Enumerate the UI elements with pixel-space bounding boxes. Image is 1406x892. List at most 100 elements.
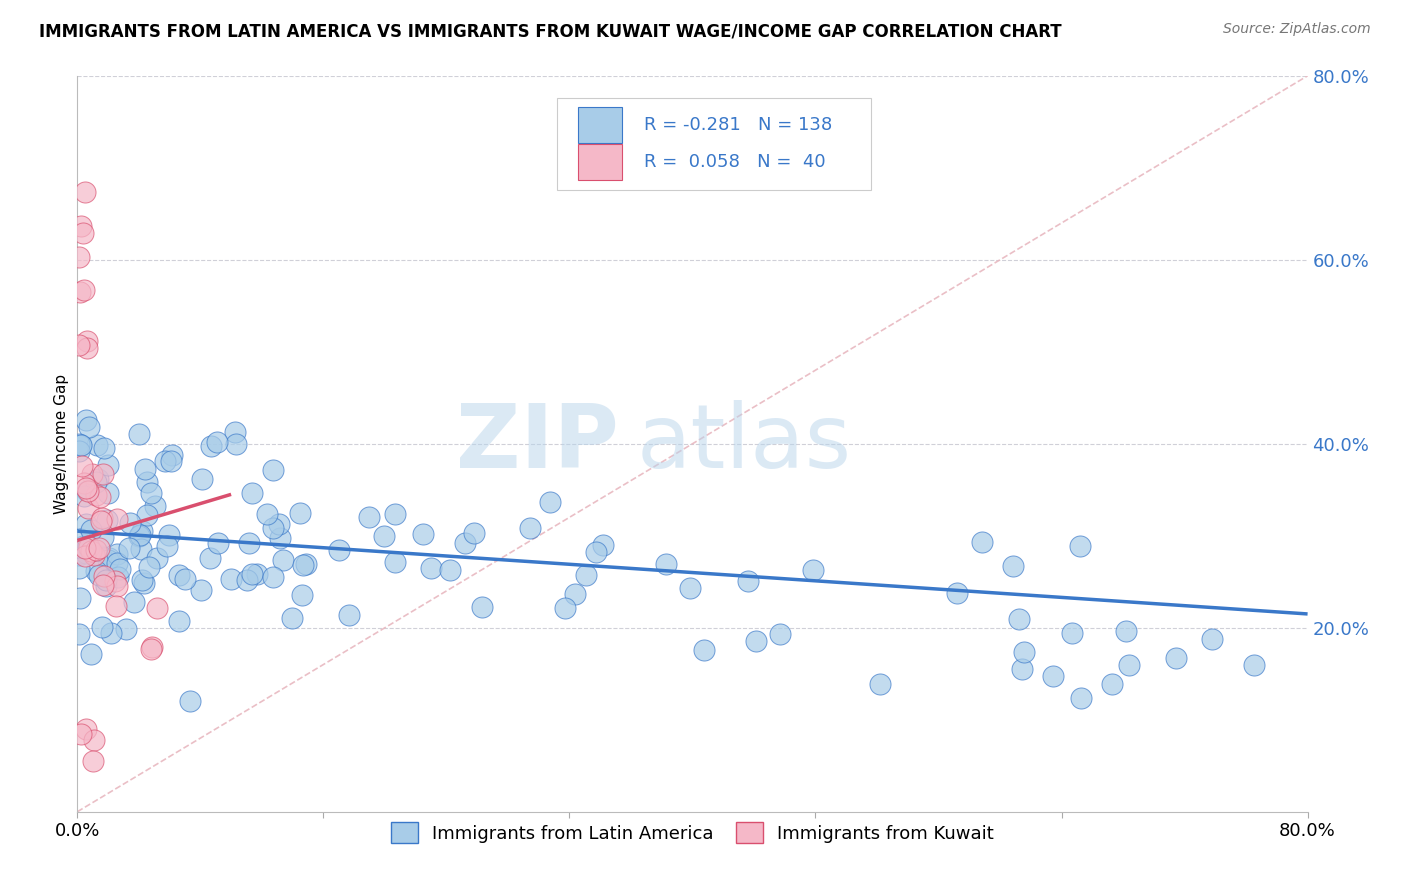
Point	[80, 467, 103, 481]
Point	[200, 439, 222, 453]
Point	[167, 567, 190, 582]
Text: Source: ZipAtlas.com: Source: ZipAtlas.com	[1223, 22, 1371, 37]
Point	[97, 553, 120, 567]
Point	[76, 539, 98, 553]
Point	[73, 185, 96, 199]
Point	[454, 535, 477, 549]
Point	[190, 583, 212, 598]
Point	[592, 538, 614, 552]
Point	[439, 563, 461, 577]
Point	[972, 534, 994, 549]
Point	[238, 535, 260, 549]
Point	[105, 599, 128, 613]
Point	[69, 285, 91, 300]
Point	[91, 511, 114, 525]
Point	[110, 562, 132, 576]
Point	[1101, 677, 1123, 691]
Point	[384, 555, 406, 569]
Point	[280, 611, 302, 625]
Point	[75, 481, 97, 495]
Point	[67, 337, 90, 351]
Point	[357, 510, 380, 524]
Point	[946, 586, 969, 600]
Point	[134, 576, 156, 591]
Point	[162, 448, 184, 462]
Point	[135, 508, 157, 523]
Point	[69, 591, 91, 605]
Text: IMMIGRANTS FROM LATIN AMERICA VS IMMIGRANTS FROM KUWAIT WAGE/INCOME GAP CORRELAT: IMMIGRANTS FROM LATIN AMERICA VS IMMIGRA…	[39, 22, 1062, 40]
Point	[1060, 626, 1083, 640]
Point	[77, 541, 100, 555]
Y-axis label: Wage/Income Gap: Wage/Income Gap	[53, 374, 69, 514]
Point	[67, 436, 90, 450]
Bar	[578, 145, 623, 179]
Point	[167, 614, 190, 628]
Point	[174, 572, 197, 586]
Point	[271, 553, 294, 567]
Point	[159, 454, 181, 468]
Point	[136, 475, 159, 490]
Point	[1070, 691, 1092, 706]
Point	[91, 578, 114, 592]
Point	[554, 600, 576, 615]
Point	[585, 545, 607, 559]
Point	[1201, 632, 1223, 646]
Point	[75, 722, 97, 736]
Point	[79, 647, 101, 661]
Point	[1243, 658, 1265, 673]
Point	[1115, 624, 1137, 638]
Point	[463, 526, 485, 541]
Point	[564, 587, 586, 601]
Point	[373, 529, 395, 543]
Point	[240, 567, 263, 582]
Point	[93, 467, 115, 481]
Point	[107, 569, 129, 583]
Point	[679, 581, 702, 595]
Point	[1069, 539, 1091, 553]
Point	[73, 283, 96, 297]
Point	[129, 542, 152, 557]
Point	[538, 495, 561, 509]
Point	[128, 528, 150, 542]
Point	[575, 568, 598, 582]
Point	[77, 483, 100, 498]
Point	[105, 556, 128, 570]
Point	[90, 514, 112, 528]
Point	[75, 413, 97, 427]
Point	[76, 483, 98, 498]
FancyBboxPatch shape	[557, 98, 870, 190]
Point	[70, 219, 93, 234]
Point	[97, 458, 120, 472]
Point	[67, 627, 90, 641]
Point	[1008, 612, 1031, 626]
Point	[73, 475, 96, 490]
Point	[236, 574, 259, 588]
Point	[80, 544, 103, 558]
Point	[67, 443, 90, 458]
Point	[157, 528, 180, 542]
Bar	[578, 107, 623, 143]
Point	[89, 568, 111, 582]
Point	[84, 488, 107, 502]
Point	[77, 541, 100, 556]
Point	[77, 501, 100, 516]
Point	[73, 549, 96, 564]
Point	[328, 543, 350, 558]
Point	[83, 548, 105, 562]
Point	[122, 595, 145, 609]
Point	[94, 579, 117, 593]
Point	[156, 539, 179, 553]
Point	[84, 564, 107, 578]
Point	[131, 524, 153, 539]
Point	[89, 490, 111, 504]
Point	[412, 527, 434, 541]
Point	[98, 551, 121, 566]
Point	[146, 551, 169, 566]
Point	[82, 755, 104, 769]
Point	[129, 528, 152, 542]
Point	[100, 626, 122, 640]
Point	[207, 435, 229, 450]
Point	[83, 732, 105, 747]
Point	[96, 513, 118, 527]
Point	[869, 677, 891, 691]
